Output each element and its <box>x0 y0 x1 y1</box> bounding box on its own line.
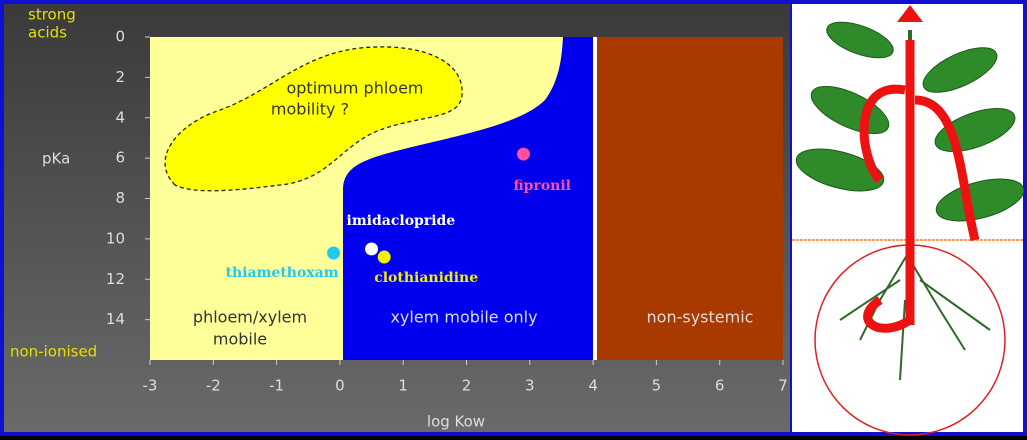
y-tick-label: 10 <box>106 229 125 247</box>
x-tick-label: 6 <box>715 377 725 395</box>
x-tick-label: 1 <box>398 377 408 395</box>
y-tick-label: 14 <box>106 310 125 328</box>
region-label: optimum phloem <box>286 79 423 98</box>
region-label: mobility ? <box>271 100 349 119</box>
point <box>327 247 340 260</box>
point-label: clothianidine <box>374 270 478 286</box>
y-tick-label: 12 <box>106 270 125 288</box>
x-tick-label: -1 <box>269 377 284 395</box>
y-tick-label: 0 <box>115 28 125 46</box>
region-label: xylem mobile only <box>390 308 537 327</box>
point <box>378 251 391 264</box>
point <box>517 148 530 161</box>
y-tick-label: 6 <box>115 149 125 167</box>
y-tick-label: 8 <box>115 189 125 207</box>
x-tick-label: 7 <box>778 377 788 395</box>
y-top-note: strong <box>28 6 76 24</box>
chart: 02468101214-3-2-101234567thiamethoxamimi… <box>0 0 1027 436</box>
region-label: mobile <box>213 330 267 349</box>
x-tick-label: 5 <box>652 377 662 395</box>
x-tick-label: -3 <box>143 377 158 395</box>
point-label: imidaclopride <box>347 213 456 229</box>
y-tick-label: 2 <box>115 68 125 86</box>
point <box>365 242 378 255</box>
point-label: thiamethoxam <box>226 265 339 281</box>
x-tick-label: 4 <box>588 377 598 395</box>
y-top-note: acids <box>28 24 67 42</box>
point-label: fipronil <box>513 178 571 194</box>
y-tick-label: 4 <box>115 108 125 126</box>
x-tick-label: 0 <box>335 377 345 395</box>
y-bottom-note: non-ionised <box>10 343 97 361</box>
y-axis-label: pKa <box>42 150 70 168</box>
x-tick-label: 3 <box>525 377 535 395</box>
x-tick-label: 2 <box>462 377 472 395</box>
region-label: phloem/xylem <box>193 308 307 327</box>
plant-illustration <box>792 4 1027 435</box>
x-tick-label: -2 <box>206 377 221 395</box>
region-label: non-systemic <box>647 308 754 327</box>
x-axis-label: log Kow <box>427 413 485 431</box>
